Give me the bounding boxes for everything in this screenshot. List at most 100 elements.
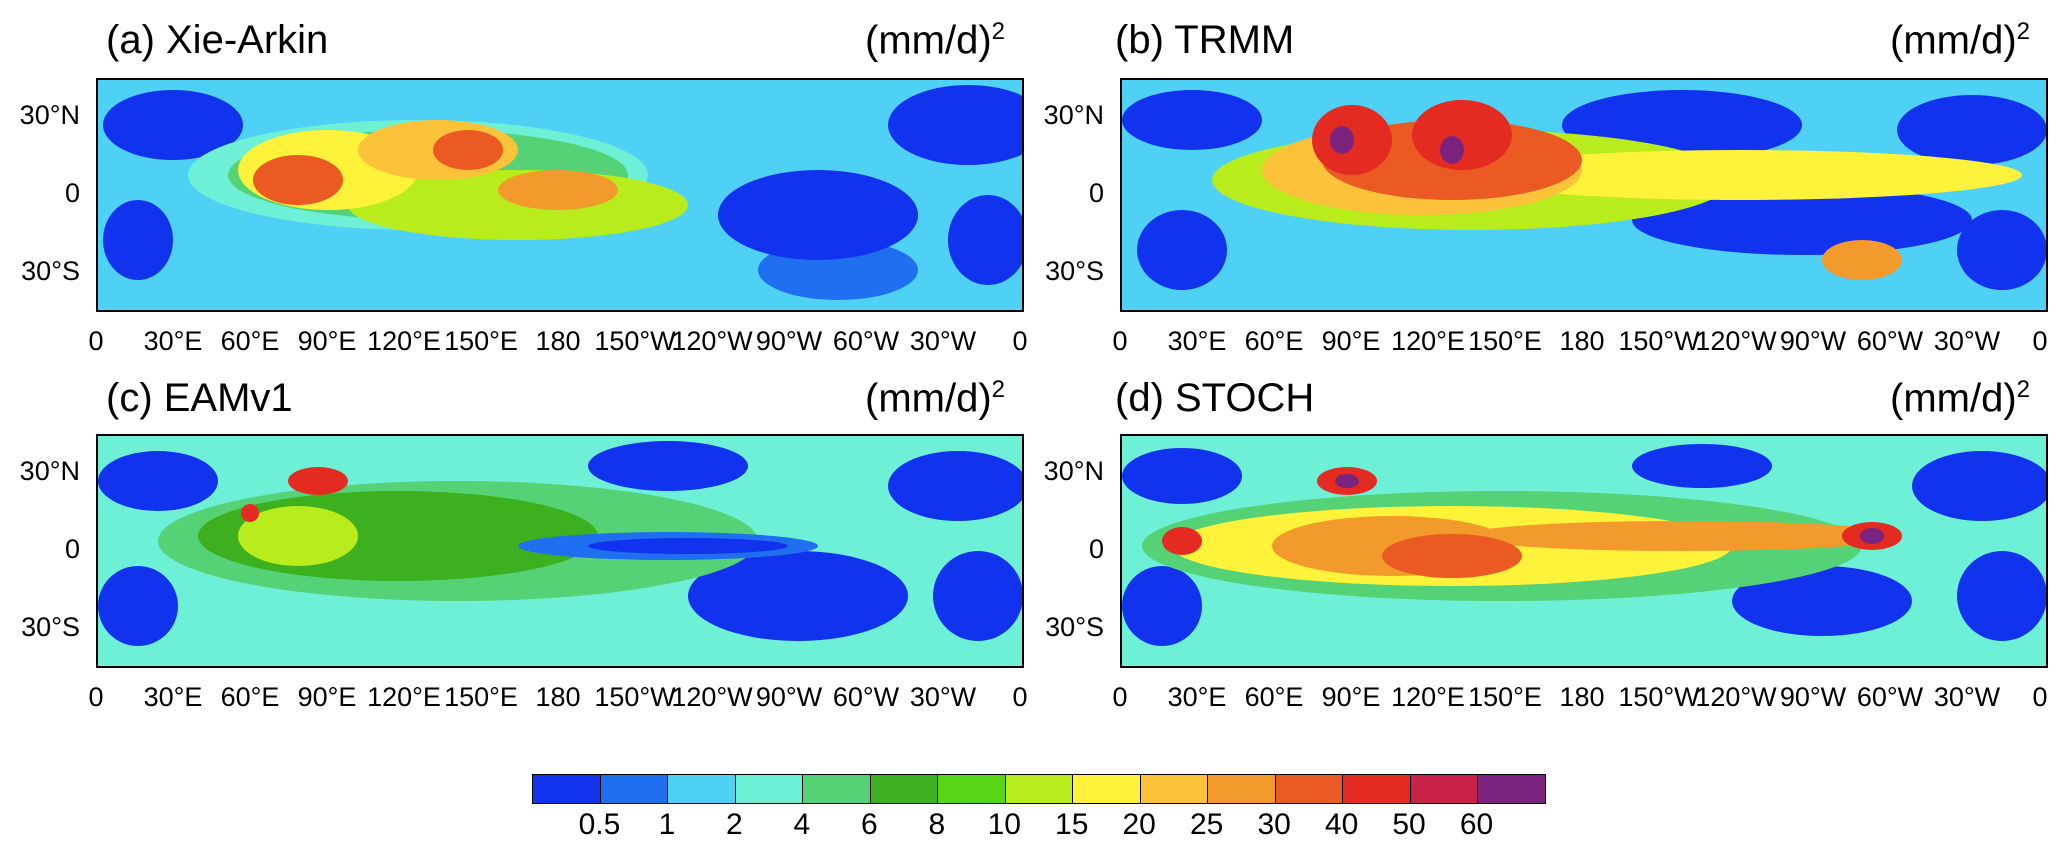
lon-label: 30°W — [1933, 326, 2001, 356]
lon-label: 150°W — [1618, 682, 1700, 712]
precip-variance-map — [1120, 434, 2048, 668]
lon-label: 150°W — [1618, 326, 1700, 356]
colorbar-swatch — [938, 775, 1006, 803]
lon-label: 0 — [88, 682, 104, 712]
lon-label: 0 — [1112, 326, 1128, 356]
panel-title: (a) Xie-Arkin — [106, 18, 329, 62]
lon-label: 150°E — [444, 326, 518, 356]
lon-label: 120°W — [671, 326, 753, 356]
units-label: (mm/d)2 — [865, 18, 1005, 63]
lon-label: 0 — [1112, 682, 1128, 712]
colorbar-label: 15 — [1055, 808, 1089, 841]
lon-label: 120°E — [367, 682, 441, 712]
lon-label: 120°E — [367, 326, 441, 356]
lon-label: 120°W — [1695, 326, 1777, 356]
lon-label: 90°E — [1321, 682, 1381, 712]
lat-label: 0 — [64, 178, 80, 208]
lon-label: 90°E — [297, 682, 357, 712]
colorbar-swatch — [735, 775, 804, 803]
lon-label: 60°E — [220, 326, 280, 356]
precip-variance-map — [96, 78, 1024, 312]
colorbar-swatch — [1275, 775, 1344, 803]
lon-label: 180 — [1559, 326, 1605, 356]
lat-label: 0 — [1088, 534, 1104, 564]
colorbar-label: 60 — [1459, 808, 1494, 841]
lon-label: 0 — [88, 326, 104, 356]
lon-label: 180 — [1559, 682, 1605, 712]
lat-label: 30°S — [1045, 256, 1104, 286]
lon-label: 60°E — [220, 682, 280, 712]
lon-label: 90°E — [297, 326, 357, 356]
lon-label: 90°W — [1779, 326, 1847, 356]
lon-label: 120°W — [1695, 682, 1777, 712]
lon-label: 90°W — [755, 326, 823, 356]
lat-label: 30°S — [21, 612, 80, 642]
lon-label: 30°E — [143, 326, 203, 356]
precip-variance-map — [96, 434, 1024, 668]
lon-label: 150°E — [1468, 326, 1542, 356]
lat-label: 30°N — [19, 100, 80, 130]
map-field — [1122, 80, 2046, 310]
colorbar-swatch — [1005, 775, 1074, 803]
lon-label: 60°W — [1856, 326, 1924, 356]
colorbar-label: 6 — [860, 808, 878, 841]
units-label: (mm/d)2 — [1890, 376, 2030, 421]
colorbar-label: 30 — [1257, 808, 1291, 841]
lon-label: 30°W — [909, 682, 977, 712]
colorbar-label: 20 — [1122, 808, 1156, 841]
lat-label: 30°N — [19, 456, 80, 486]
lat-label: 30°S — [21, 256, 80, 286]
lon-label: 60°W — [832, 326, 900, 356]
lon-label: 30°E — [1167, 682, 1227, 712]
lon-label: 120°E — [1391, 682, 1465, 712]
colorbar-swatch — [870, 775, 939, 803]
lon-label: 90°W — [1779, 682, 1847, 712]
lon-label: 0 — [1012, 326, 1028, 356]
lon-label: 150°W — [594, 682, 676, 712]
colorbar-swatch — [803, 775, 871, 803]
lon-label: 150°E — [1468, 682, 1542, 712]
units-label: (mm/d)2 — [865, 376, 1005, 421]
panel-title: (b) TRMM — [1115, 18, 1295, 62]
lon-label: 30°E — [1167, 326, 1227, 356]
lon-label: 90°W — [755, 682, 823, 712]
lon-label: 30°W — [909, 326, 977, 356]
lon-label: 0 — [2032, 682, 2048, 712]
colorbar-label: 40 — [1324, 808, 1359, 841]
lat-label: 30°N — [1043, 456, 1104, 486]
lon-label: 0 — [2032, 326, 2048, 356]
panel-title: (c) EAMv1 — [106, 376, 293, 420]
colorbar-swatch — [1343, 775, 1411, 803]
colorbar-swatch — [1478, 775, 1545, 803]
lon-label: 30°E — [143, 682, 203, 712]
lon-label: 60°W — [1856, 682, 1924, 712]
colorbar-swatch — [1410, 775, 1479, 803]
lon-label: 30°W — [1933, 682, 2001, 712]
colorbar-label: 0.5 — [578, 808, 621, 841]
lat-label: 30°S — [1045, 612, 1104, 642]
lat-label: 30°N — [1043, 100, 1104, 130]
lon-label: 120°E — [1391, 326, 1465, 356]
colorbar-swatch — [1073, 775, 1141, 803]
colorbar-label: 4 — [793, 808, 811, 841]
lon-label: 120°W — [671, 682, 753, 712]
lon-label: 0 — [1012, 682, 1028, 712]
colorbar-label: 8 — [928, 808, 946, 841]
colorbar-label: 2 — [726, 808, 743, 841]
lon-label: 90°E — [1321, 326, 1381, 356]
colorbar — [532, 774, 1546, 804]
map-field — [98, 80, 1022, 310]
panel-title: (d) STOCH — [1115, 376, 1315, 420]
lon-label: 60°W — [832, 682, 900, 712]
colorbar-swatch — [533, 775, 601, 803]
colorbar-label: 1 — [658, 808, 676, 841]
lon-label: 180 — [535, 326, 581, 356]
lon-label: 180 — [535, 682, 581, 712]
lat-label: 0 — [64, 534, 80, 564]
lon-label: 150°W — [594, 326, 676, 356]
colorbar-label: 25 — [1189, 808, 1224, 841]
colorbar-swatch — [600, 775, 669, 803]
colorbar-swatch — [1208, 775, 1276, 803]
lon-label: 150°E — [444, 682, 518, 712]
colorbar-swatch — [668, 775, 736, 803]
